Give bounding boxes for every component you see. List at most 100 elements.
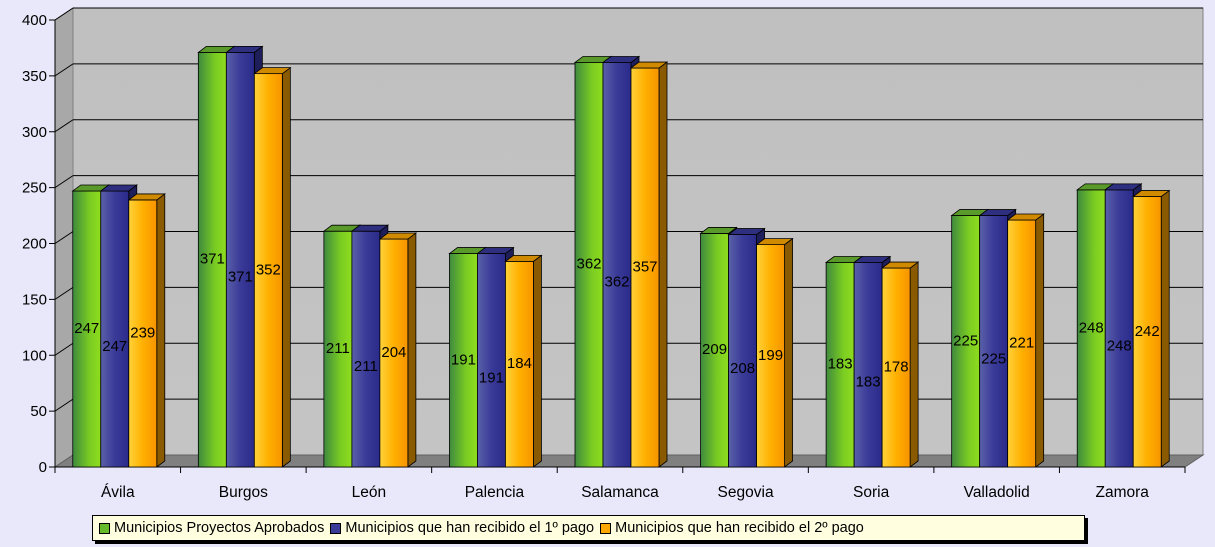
- gridline-side: [54, 231, 74, 244]
- x-tick-label: León: [352, 484, 386, 501]
- bar-top: [378, 232, 418, 240]
- y-tick-label: 200: [22, 236, 47, 253]
- bar: [756, 244, 785, 468]
- bar: [351, 230, 381, 468]
- data-label: 362: [604, 274, 629, 291]
- gridline-side: [54, 398, 74, 412]
- x-tick-label: Palencia: [465, 484, 525, 501]
- bar: [979, 215, 1009, 468]
- data-label: 248: [1107, 337, 1132, 354]
- bar: [477, 253, 506, 468]
- gridline-side: [54, 119, 74, 133]
- bar: [630, 67, 660, 468]
- bar: [449, 253, 478, 468]
- data-label: 209: [702, 341, 727, 358]
- bar-top: [253, 67, 292, 75]
- bar-side: [156, 193, 166, 468]
- data-label: 371: [228, 269, 253, 286]
- legend-label: Municipios que han recibido el 2º pago: [615, 520, 864, 536]
- bar: [100, 190, 130, 468]
- y-tick-label: 150: [22, 291, 47, 308]
- legend-item: Municipios Proyectos Aprobados: [99, 520, 324, 536]
- data-label: 184: [507, 355, 532, 372]
- data-label: 183: [856, 374, 881, 391]
- data-label: 371: [200, 251, 225, 268]
- data-label: 242: [1135, 323, 1160, 340]
- bar-top: [755, 238, 794, 246]
- data-label: 352: [256, 261, 281, 278]
- legend-label: Municipios que han recibido el 1º pago: [345, 520, 595, 536]
- x-tick-label: Burgos: [219, 484, 268, 501]
- bar-top: [601, 56, 641, 63]
- bar: [128, 199, 158, 468]
- bar: [225, 52, 255, 468]
- x-tick-label: Valladolid: [964, 484, 1030, 501]
- data-label: 204: [381, 344, 406, 361]
- data-label: 199: [758, 347, 783, 364]
- bar-side: [407, 232, 417, 468]
- legend-swatch-green: [99, 522, 110, 534]
- data-label: 247: [102, 338, 127, 355]
- bar-top: [852, 256, 892, 263]
- data-label: 248: [1079, 319, 1104, 336]
- bar-top: [880, 261, 920, 269]
- y-tick-label: 250: [22, 180, 47, 197]
- data-label: 211: [326, 340, 350, 357]
- gridline-side: [54, 7, 74, 21]
- bar-top: [476, 247, 515, 254]
- gridline-side: [54, 63, 74, 77]
- data-label: 247: [74, 320, 99, 337]
- bar-top: [727, 228, 766, 235]
- bar-top: [1104, 183, 1143, 191]
- gridline-side: [54, 175, 74, 189]
- bar: [825, 262, 855, 468]
- bar: [1104, 189, 1134, 468]
- data-label: 183: [828, 356, 853, 373]
- x-tick-label: Zamora: [1096, 484, 1150, 501]
- bar: [1076, 189, 1106, 468]
- bar-top: [978, 209, 1017, 216]
- bar-top: [350, 224, 390, 232]
- bar-side: [1035, 213, 1045, 468]
- bar-side: [784, 237, 793, 468]
- bar-side: [658, 61, 668, 468]
- data-label: 178: [884, 359, 909, 376]
- bar-top: [225, 46, 264, 53]
- x-tick-label: Soria: [853, 484, 890, 501]
- bar-side: [533, 254, 542, 468]
- data-label: 191: [451, 351, 476, 368]
- data-label: 239: [130, 324, 155, 341]
- data-label: 225: [981, 350, 1006, 367]
- bar-top: [629, 61, 669, 69]
- data-label: 211: [354, 358, 378, 375]
- legend-label: Municipios Proyectos Aprobados: [114, 520, 325, 536]
- x-tick-label: Ávila: [101, 484, 135, 501]
- legend: Municipios Proyectos Aprobados Municipio…: [92, 515, 1085, 541]
- bar: [574, 62, 604, 468]
- legend-item: Municipios que han recibido el 2º pago: [600, 520, 864, 536]
- bar-top: [1006, 213, 1045, 221]
- legend-swatch-blue: [330, 522, 342, 534]
- legend-item: Municipios que han recibido el 1º pago: [330, 520, 594, 536]
- bar-side: [281, 66, 291, 468]
- y-tick-label: 50: [30, 403, 47, 420]
- y-tick-label: 300: [22, 124, 47, 141]
- data-label: 362: [576, 256, 601, 273]
- gridline-side: [54, 286, 74, 300]
- bar-top: [127, 193, 166, 201]
- data-label: 208: [730, 360, 755, 377]
- bar: [505, 260, 534, 468]
- data-label: 225: [953, 332, 978, 349]
- y-tick-label: 400: [22, 12, 47, 29]
- x-tick-label: Segovia: [718, 484, 774, 501]
- bar-side: [1160, 189, 1170, 468]
- data-label: 191: [479, 369, 504, 386]
- bar-top: [699, 227, 738, 234]
- bar-side: [909, 261, 919, 468]
- data-label: 221: [1009, 335, 1034, 352]
- y-tick-label: 350: [22, 68, 47, 85]
- gridline-side: [54, 342, 74, 356]
- bar: [602, 62, 632, 468]
- bar-top: [99, 184, 138, 192]
